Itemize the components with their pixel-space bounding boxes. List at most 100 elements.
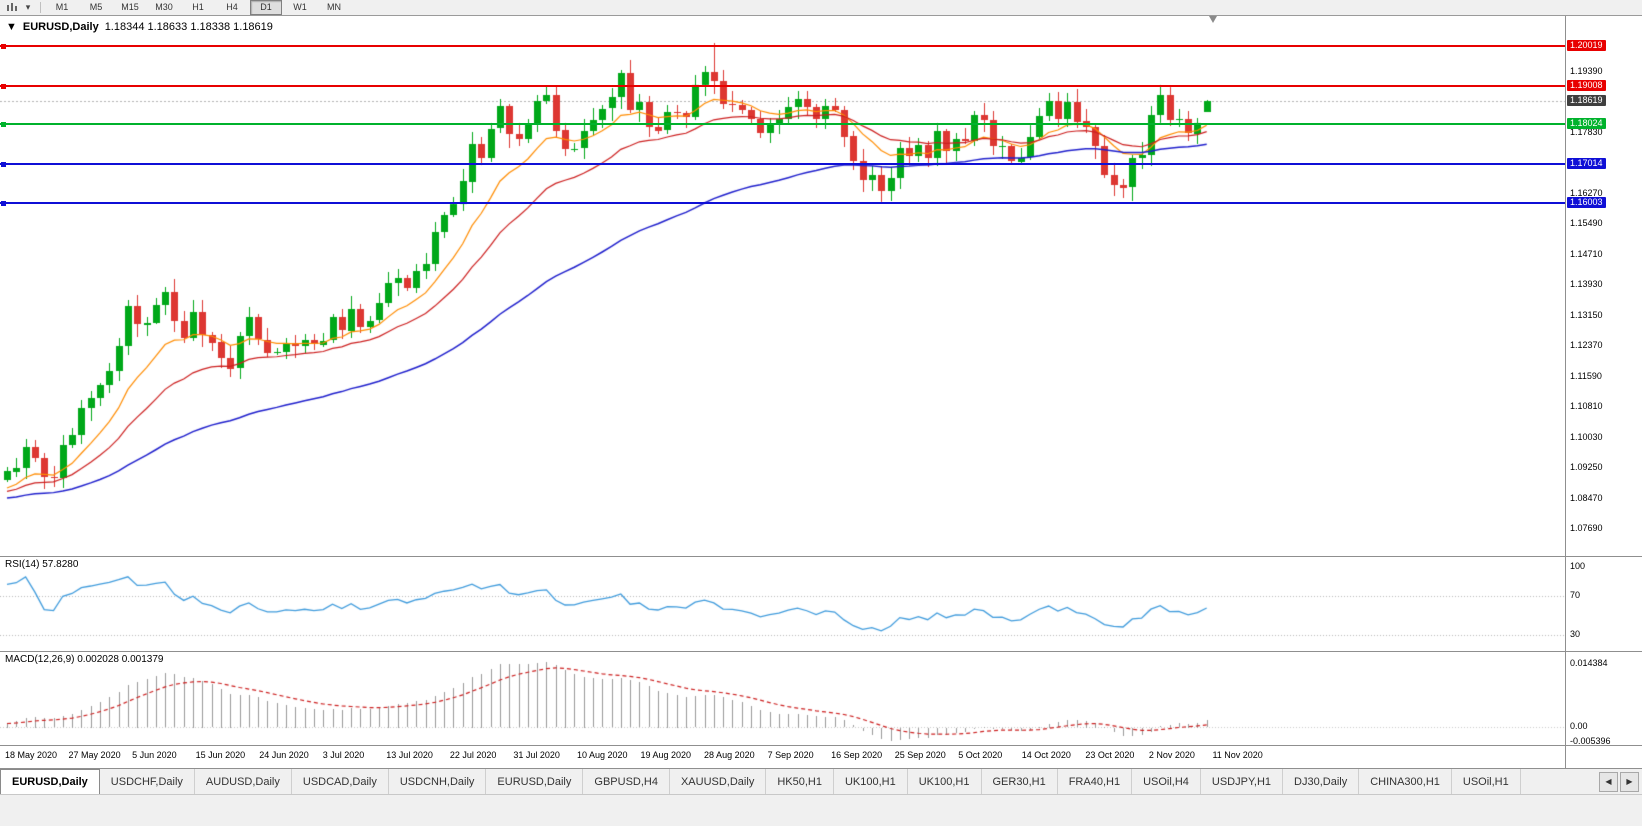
price-tick-label: 1.08470 xyxy=(1570,493,1603,503)
tabs-scroll-buttons: ◀ ▶ xyxy=(1596,769,1642,794)
chart-tab-usoil-h4[interactable]: USOil,H4 xyxy=(1132,769,1201,794)
horizontal-line-1.19008[interactable] xyxy=(0,85,1565,87)
chart-shift-marker[interactable] xyxy=(1209,16,1217,23)
chart-tab-dj30-daily[interactable]: DJ30,Daily xyxy=(1283,769,1360,794)
macd-axis-label: -0.005396 xyxy=(1570,736,1611,746)
price-tick-label: 1.13150 xyxy=(1570,310,1603,320)
collapse-arrow-icon[interactable]: ▼ xyxy=(6,21,17,33)
rsi-level-label: 100 xyxy=(1570,561,1586,571)
chart-tabs-bar: EURUSD,Daily USDCHF,Daily AUDUSD,Daily USDC… xyxy=(0,768,1642,794)
panel-separator xyxy=(1566,651,1642,652)
macd-panel: MACD(12,26,9) 0.002028 0.001379 xyxy=(0,651,1565,745)
price-chart-panel: ▼ EURUSD,Daily 1.18344 1.18633 1.18338 1… xyxy=(0,16,1565,556)
date-label: 10 Aug 2020 xyxy=(576,750,628,760)
date-label: 3 Jul 2020 xyxy=(322,750,365,760)
chart-type-icon[interactable] xyxy=(4,1,20,14)
chart-tab-ger30-h1[interactable]: GER30,H1 xyxy=(982,769,1058,794)
chart-tab-usdchf-daily[interactable]: USDCHF,Daily xyxy=(100,769,195,794)
line-handle[interactable] xyxy=(1,122,6,127)
macd-label: MACD(12,26,9) 0.002028 0.001379 xyxy=(5,654,164,665)
date-label: 23 Oct 2020 xyxy=(1085,750,1135,760)
chart-tab-china300-h1[interactable]: CHINA300,H1 xyxy=(1359,769,1452,794)
date-label: 5 Jun 2020 xyxy=(132,750,177,760)
price-tick-label: 1.15490 xyxy=(1570,218,1603,228)
chart-tab-uk100-h1[interactable]: UK100,H1 xyxy=(834,769,908,794)
chart-tab-hk50-h1[interactable]: HK50,H1 xyxy=(766,769,834,794)
timeframe-button-m15[interactable]: M15 xyxy=(121,2,139,12)
chart-tab-eurusd-daily[interactable]: EURUSD,Daily xyxy=(0,769,100,794)
timeframe-button-m1[interactable]: M1 xyxy=(55,2,69,12)
price-tick-label: 1.12370 xyxy=(1570,340,1603,350)
price-tick-label: 1.07690 xyxy=(1570,523,1603,533)
horizontal-line-1.20019[interactable] xyxy=(0,45,1565,47)
chart-tab-eurusd-daily[interactable]: EURUSD,Daily xyxy=(486,769,584,794)
plot-column: ▼ EURUSD,Daily 1.18344 1.18633 1.18338 1… xyxy=(0,16,1565,768)
date-label: 16 Sep 2020 xyxy=(831,750,883,760)
horizontal-line-1.17014[interactable] xyxy=(0,163,1565,165)
current-price-tag: 1.18619 xyxy=(1567,95,1606,106)
panel-separator xyxy=(1566,745,1642,746)
price-tag-1.18024: 1.18024 xyxy=(1567,118,1606,129)
timeframe-button-h4[interactable]: H4 xyxy=(226,2,238,12)
line-handle[interactable] xyxy=(1,201,6,206)
date-label: 31 Jul 2020 xyxy=(513,750,560,760)
price-axis[interactable]: 1.19390 1.17830 1.16270 1.15490 1.14710 1.139… xyxy=(1565,16,1642,768)
price-tick-label: 1.14710 xyxy=(1570,249,1603,259)
date-label: 25 Sep 2020 xyxy=(894,750,946,760)
candlestick-canvas[interactable] xyxy=(0,16,1565,556)
line-handle[interactable] xyxy=(1,84,6,89)
price-tag-1.17014: 1.17014 xyxy=(1567,158,1606,169)
rsi-level-label: 70 xyxy=(1570,590,1581,600)
date-label: 14 Oct 2020 xyxy=(1021,750,1071,760)
date-label: 7 Sep 2020 xyxy=(767,750,814,760)
price-tick-label: 1.13930 xyxy=(1570,279,1603,289)
chart-title: ▼ EURUSD,Daily 1.18344 1.18633 1.18338 1… xyxy=(6,21,273,33)
macd-canvas[interactable] xyxy=(0,652,1565,745)
chart-tab-fra40-h1[interactable]: FRA40,H1 xyxy=(1058,769,1133,794)
chart-tab-uk100-h1[interactable]: UK100,H1 xyxy=(908,769,982,794)
price-tag-1.19008: 1.19008 xyxy=(1567,80,1606,91)
date-label: 22 Jul 2020 xyxy=(449,750,497,760)
date-label: 18 May 2020 xyxy=(5,750,58,760)
rsi-canvas[interactable] xyxy=(0,557,1565,651)
chart-symbol-label: EURUSD,Daily xyxy=(22,21,99,33)
price-tick-label: 1.09250 xyxy=(1570,462,1603,472)
chart-tab-usdcad-daily[interactable]: USDCAD,Daily xyxy=(292,769,389,794)
chart-tab-usdcnh-daily[interactable]: USDCNH,Daily xyxy=(389,769,487,794)
date-label: 27 May 2020 xyxy=(68,750,121,760)
date-label: 19 Aug 2020 xyxy=(640,750,692,760)
tabs-scroll-left-button[interactable]: ◀ xyxy=(1599,771,1618,792)
macd-axis-label: 0.00 xyxy=(1570,721,1588,731)
price-tick-label: 1.10810 xyxy=(1570,401,1603,411)
chart-tab-audusd-daily[interactable]: AUDUSD,Daily xyxy=(195,769,292,794)
date-label: 11 Nov 2020 xyxy=(1212,750,1263,760)
dropdown-arrow-icon[interactable]: ▾ xyxy=(25,2,31,12)
toolbar-separator xyxy=(40,2,41,13)
timeframe-toolbar: ▾ M1 M5 M15 M30 H1 H4 D1 W1 MN xyxy=(0,0,1642,16)
rsi-level-label: 30 xyxy=(1570,629,1581,639)
price-tick-label: 1.11590 xyxy=(1570,371,1602,381)
macd-axis-label: 0.014384 xyxy=(1570,658,1608,668)
horizontal-line-1.18024[interactable] xyxy=(0,123,1565,125)
timeframe-button-w1[interactable]: W1 xyxy=(293,2,307,12)
chart-tab-usoil-h1[interactable]: USOil,H1 xyxy=(1452,769,1521,794)
tabs-scroll-right-button[interactable]: ▶ xyxy=(1620,771,1639,792)
chart-ohlc-values: 1.18344 1.18633 1.18338 1.18619 xyxy=(104,21,273,33)
timeframe-button-m30[interactable]: M30 xyxy=(155,2,173,12)
chart-type-icon-glyph xyxy=(7,2,17,11)
rsi-label: RSI(14) 57.8280 xyxy=(5,559,79,570)
chart-tab-gbpusd-h4[interactable]: GBPUSD,H4 xyxy=(583,769,670,794)
date-axis[interactable]: 18 May 2020 27 May 2020 5 Jun 2020 15 Jun 2… xyxy=(0,745,1565,768)
chart-tab-xauusd-daily[interactable]: XAUUSD,Daily xyxy=(670,769,767,794)
chart-region: ▼ EURUSD,Daily 1.18344 1.18633 1.18338 1… xyxy=(0,16,1642,768)
timeframe-button-m5[interactable]: M5 xyxy=(89,2,103,12)
timeframe-button-mn[interactable]: MN xyxy=(327,2,341,12)
horizontal-line-1.16003[interactable] xyxy=(0,202,1565,204)
chart-tab-usdjpy-h1[interactable]: USDJPY,H1 xyxy=(1201,769,1284,794)
line-handle[interactable] xyxy=(1,44,6,49)
line-handle[interactable] xyxy=(1,162,6,167)
timeframe-button-d1[interactable]: D1 xyxy=(250,0,282,15)
panel-separator xyxy=(1566,556,1642,557)
timeframe-button-h1[interactable]: H1 xyxy=(192,2,204,12)
